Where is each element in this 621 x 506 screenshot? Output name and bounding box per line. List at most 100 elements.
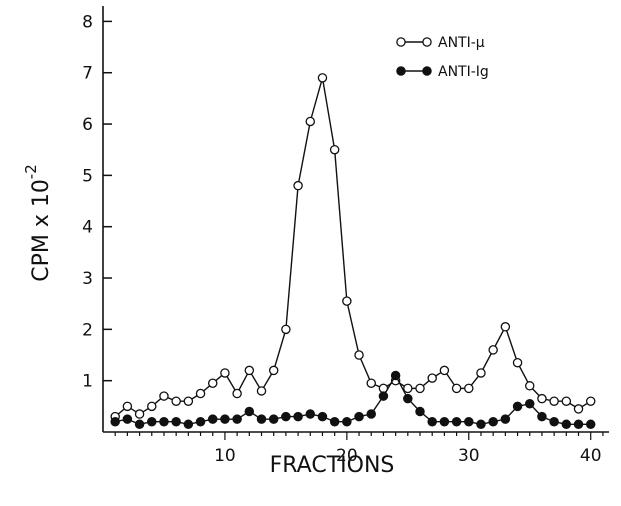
filled-point bbox=[500, 414, 511, 424]
filled-point bbox=[293, 411, 303, 422]
open-point bbox=[220, 368, 230, 378]
open-point bbox=[537, 393, 547, 404]
x-tick-label: 40 bbox=[580, 446, 602, 466]
y-ticks: 1 2 3 4 5 6 7 8 bbox=[82, 12, 112, 392]
open-point bbox=[451, 383, 462, 394]
filled-point bbox=[268, 414, 279, 424]
open-point bbox=[342, 296, 352, 306]
filled-point bbox=[390, 370, 401, 381]
filled-point bbox=[537, 411, 547, 422]
axes bbox=[102, 6, 609, 433]
y-tick-label: 5 bbox=[82, 166, 93, 186]
open-point bbox=[256, 386, 267, 396]
legend-marker bbox=[396, 37, 406, 47]
filled-point bbox=[476, 419, 486, 430]
filled-point bbox=[427, 416, 437, 427]
open-point bbox=[403, 383, 413, 394]
filled-point bbox=[585, 419, 596, 430]
open-point bbox=[232, 388, 242, 399]
open-point bbox=[585, 396, 596, 406]
open-point bbox=[329, 144, 340, 155]
y-axis-title-main: CPM x 10 bbox=[29, 179, 54, 282]
open-point bbox=[464, 383, 474, 394]
open-point bbox=[305, 116, 316, 127]
open-point bbox=[354, 350, 364, 360]
filled-point bbox=[366, 409, 376, 419]
y-tick-label: 2 bbox=[82, 320, 93, 340]
open-point bbox=[317, 73, 328, 83]
filled-point bbox=[439, 416, 450, 427]
open-point bbox=[183, 396, 194, 406]
svg-text:CPM x 10-2: CPM x 10-2 bbox=[22, 164, 54, 282]
open-point bbox=[207, 378, 218, 388]
filled-point bbox=[561, 419, 572, 430]
open-point bbox=[281, 324, 291, 335]
legend-item: ANTI-Ig bbox=[396, 64, 489, 80]
legend-marker bbox=[396, 66, 406, 76]
open-point bbox=[524, 381, 535, 391]
open-point bbox=[415, 383, 425, 394]
filled-point bbox=[403, 393, 413, 404]
filled-point bbox=[281, 411, 291, 422]
y-tick-label: 3 bbox=[82, 269, 93, 289]
x-tick-label: 20 bbox=[336, 446, 358, 466]
filled-point bbox=[451, 416, 462, 427]
y-tick-label: 7 bbox=[82, 64, 93, 84]
filled-point bbox=[134, 419, 145, 430]
y-axis-title: CPM x 10-2 bbox=[22, 164, 54, 282]
filled-point bbox=[147, 416, 157, 427]
filled-point bbox=[183, 419, 194, 430]
filled-point bbox=[317, 411, 328, 422]
legend-marker bbox=[422, 37, 432, 47]
filled-point bbox=[110, 416, 120, 427]
legend-label: ANTI-Ig bbox=[438, 64, 489, 80]
y-tick-label: 1 bbox=[82, 372, 93, 392]
filled-point bbox=[354, 411, 364, 422]
open-point bbox=[439, 365, 450, 376]
open-point bbox=[293, 180, 303, 191]
series-line bbox=[115, 374, 591, 426]
y-tick-label: 6 bbox=[82, 115, 93, 135]
legend: ANTI-μ ANTI-Ig bbox=[396, 35, 489, 80]
filled-point bbox=[329, 416, 340, 427]
x-ticks: 10 20 30 40 bbox=[114, 432, 604, 466]
filled-point bbox=[524, 399, 535, 409]
open-point bbox=[573, 404, 584, 414]
open-point bbox=[268, 365, 279, 376]
x-axis-title: FRACTIONS bbox=[270, 453, 395, 478]
series-layer bbox=[110, 73, 596, 430]
open-point bbox=[244, 365, 255, 376]
x-tick-label: 10 bbox=[214, 446, 236, 466]
open-point bbox=[159, 391, 169, 401]
open-point bbox=[171, 396, 181, 406]
open-point bbox=[366, 378, 376, 388]
open-point bbox=[147, 401, 157, 412]
open-point bbox=[476, 368, 486, 378]
y-tick-label: 4 bbox=[82, 218, 93, 238]
filled-point bbox=[195, 416, 206, 427]
filled-point bbox=[415, 406, 425, 417]
open-point bbox=[195, 388, 206, 399]
filled-point bbox=[232, 414, 242, 424]
series-anti-mu bbox=[110, 73, 596, 422]
open-point bbox=[134, 409, 145, 419]
filled-point bbox=[573, 419, 584, 430]
filled-point bbox=[488, 416, 498, 427]
filled-point bbox=[256, 414, 267, 424]
open-point bbox=[500, 322, 511, 332]
open-point bbox=[561, 396, 572, 406]
x-tick-label: 30 bbox=[458, 446, 480, 466]
filled-point bbox=[122, 414, 133, 424]
filled-point bbox=[244, 406, 255, 417]
filled-point bbox=[378, 391, 389, 401]
legend-label: ANTI-μ bbox=[438, 35, 485, 51]
open-point bbox=[549, 396, 559, 406]
series-line bbox=[114, 77, 592, 418]
y-axis-title-exponent: -2 bbox=[22, 164, 40, 179]
y-tick-label: 8 bbox=[82, 12, 93, 32]
open-point bbox=[488, 345, 498, 355]
filled-point bbox=[207, 414, 218, 424]
filled-point bbox=[464, 416, 474, 427]
filled-point bbox=[159, 416, 169, 427]
